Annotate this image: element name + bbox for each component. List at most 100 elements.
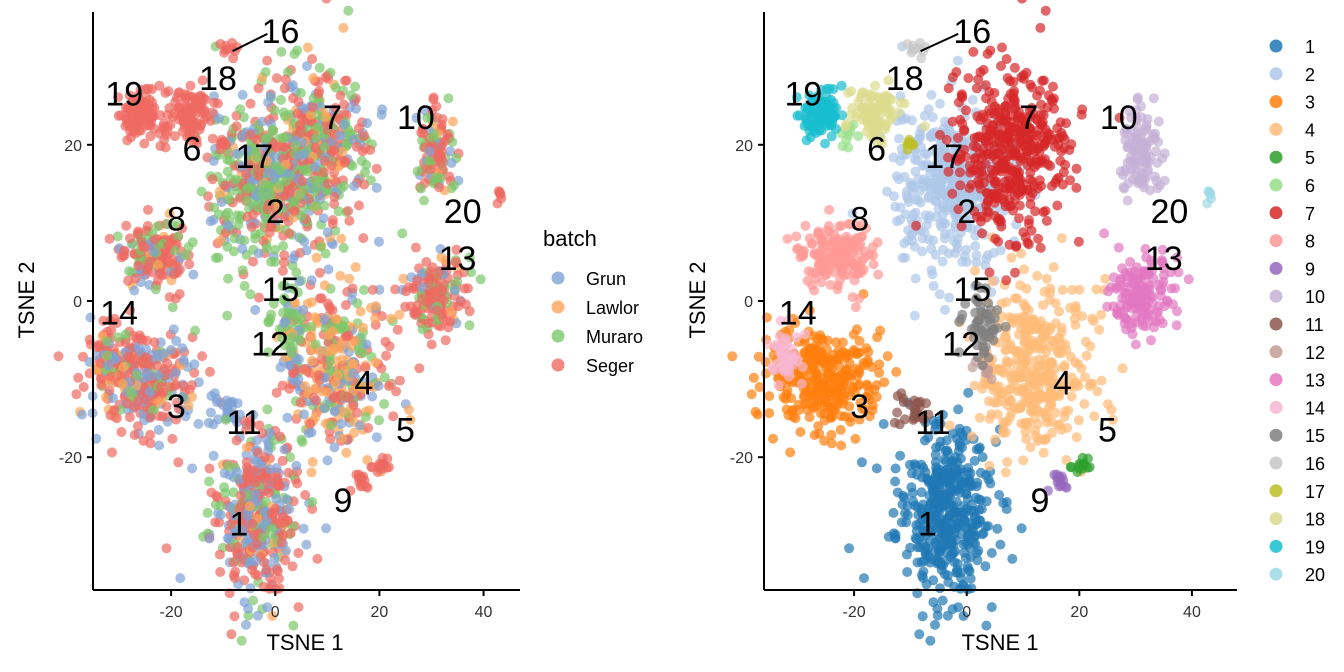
data-point bbox=[909, 241, 920, 252]
data-point bbox=[319, 403, 330, 414]
data-point bbox=[845, 240, 856, 251]
data-point bbox=[169, 269, 179, 280]
data-point bbox=[314, 62, 325, 73]
data-point bbox=[186, 380, 197, 391]
data-point bbox=[129, 430, 140, 440]
data-point bbox=[995, 245, 1006, 256]
data-point bbox=[229, 611, 240, 622]
data-point bbox=[316, 293, 327, 304]
data-point bbox=[895, 156, 906, 166]
data-point bbox=[223, 220, 234, 231]
data-point bbox=[143, 204, 153, 215]
scatter-points-left bbox=[53, 0, 507, 646]
data-point bbox=[961, 244, 972, 255]
data-point bbox=[379, 372, 390, 383]
data-point bbox=[205, 366, 215, 377]
data-point bbox=[338, 320, 348, 331]
data-point bbox=[348, 359, 359, 369]
data-point bbox=[336, 233, 347, 244]
data-point bbox=[307, 355, 318, 366]
data-point bbox=[164, 208, 175, 219]
data-point bbox=[335, 270, 346, 281]
data-point bbox=[263, 97, 274, 108]
data-point bbox=[873, 269, 884, 280]
data-point bbox=[459, 283, 470, 294]
data-point bbox=[727, 351, 738, 362]
data-point bbox=[359, 285, 369, 295]
cluster-label-15: 15 bbox=[262, 271, 300, 309]
data-point bbox=[149, 337, 160, 348]
data-point bbox=[990, 434, 1000, 445]
data-point bbox=[983, 140, 994, 151]
data-point bbox=[1008, 370, 1019, 381]
data-point bbox=[285, 452, 296, 463]
data-point bbox=[952, 243, 963, 254]
data-point bbox=[409, 308, 420, 319]
data-point bbox=[1038, 300, 1049, 311]
data-point bbox=[994, 490, 1005, 500]
data-point bbox=[1015, 141, 1026, 152]
data-point bbox=[1040, 206, 1051, 216]
data-point bbox=[1058, 167, 1069, 178]
data-point bbox=[798, 245, 809, 256]
data-point bbox=[401, 286, 412, 297]
data-point bbox=[343, 206, 354, 216]
data-point bbox=[319, 280, 330, 291]
data-point bbox=[261, 243, 272, 254]
data-point bbox=[1002, 73, 1013, 83]
data-point bbox=[125, 305, 136, 316]
data-point bbox=[299, 236, 310, 247]
data-point bbox=[852, 324, 862, 335]
data-point bbox=[964, 480, 975, 491]
data-point bbox=[232, 542, 243, 552]
data-point bbox=[241, 169, 252, 180]
data-point bbox=[178, 381, 189, 391]
data-point bbox=[424, 285, 435, 296]
data-point bbox=[118, 362, 129, 372]
data-point bbox=[818, 335, 828, 345]
data-point bbox=[171, 336, 182, 346]
data-point bbox=[252, 610, 263, 621]
data-point bbox=[102, 336, 112, 347]
data-point bbox=[204, 533, 215, 544]
data-point bbox=[244, 160, 255, 171]
data-point bbox=[360, 167, 371, 178]
data-point bbox=[196, 103, 207, 114]
data-point bbox=[210, 517, 221, 528]
data-point bbox=[859, 573, 869, 584]
data-point bbox=[169, 131, 180, 142]
data-point bbox=[1023, 305, 1034, 316]
data-point bbox=[969, 133, 980, 143]
data-point bbox=[446, 158, 457, 168]
data-point bbox=[250, 304, 261, 315]
data-point bbox=[980, 561, 991, 572]
data-point bbox=[322, 227, 333, 238]
data-point bbox=[1011, 293, 1022, 304]
data-point bbox=[116, 427, 127, 437]
data-point bbox=[139, 242, 150, 253]
data-point bbox=[971, 83, 982, 94]
data-point bbox=[190, 325, 201, 336]
data-point bbox=[1010, 267, 1020, 278]
data-point bbox=[336, 418, 347, 429]
data-point bbox=[146, 113, 157, 124]
data-point bbox=[237, 525, 248, 536]
data-point bbox=[1037, 75, 1048, 86]
data-point bbox=[357, 146, 368, 157]
data-point bbox=[1016, 523, 1027, 534]
data-point bbox=[85, 339, 96, 350]
data-point bbox=[1006, 133, 1017, 143]
data-point bbox=[107, 447, 117, 458]
data-point bbox=[1071, 432, 1082, 443]
data-point bbox=[1004, 162, 1015, 173]
data-point bbox=[230, 174, 241, 185]
data-point bbox=[104, 233, 115, 244]
data-point bbox=[274, 573, 284, 584]
data-point bbox=[398, 273, 409, 284]
data-point bbox=[259, 142, 270, 153]
data-point bbox=[297, 176, 308, 187]
data-point bbox=[862, 355, 873, 365]
data-point bbox=[1033, 418, 1043, 429]
cluster-label-7: 7 bbox=[323, 99, 342, 137]
